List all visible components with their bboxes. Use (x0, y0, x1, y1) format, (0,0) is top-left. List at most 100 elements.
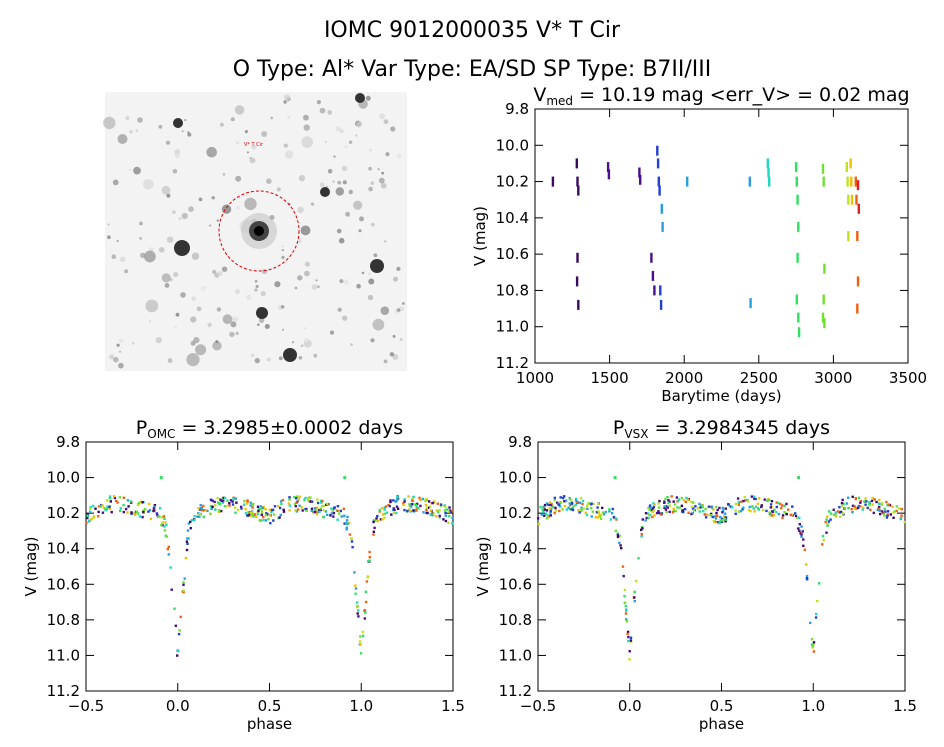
field-star (124, 269, 129, 274)
data-point (553, 496, 556, 500)
data-point (879, 512, 882, 516)
data-point (406, 509, 409, 513)
data-point (359, 652, 363, 655)
data-point (608, 510, 611, 513)
data-point (438, 516, 441, 519)
field-star (133, 166, 141, 175)
data-point (885, 500, 888, 504)
data-point (628, 658, 631, 661)
data-point (627, 639, 630, 643)
data-point (376, 514, 379, 518)
data-point (596, 506, 599, 509)
plot-frame (85, 441, 454, 692)
data-point (640, 535, 643, 538)
data-point (152, 509, 155, 513)
data-point (596, 516, 599, 519)
field-star (384, 240, 387, 243)
data-point (301, 509, 304, 512)
data-point (722, 509, 725, 512)
data-point (591, 510, 594, 513)
data-point (436, 502, 439, 505)
field-star (129, 130, 133, 134)
field-star (356, 121, 363, 128)
field-star (234, 288, 241, 295)
data-point (716, 514, 719, 518)
data-point (554, 509, 557, 512)
data-point (690, 505, 694, 508)
field-star (184, 118, 187, 122)
data-point (707, 505, 711, 508)
field-star (112, 179, 119, 186)
data-point (153, 505, 156, 508)
data-point (834, 511, 838, 514)
field-star (180, 292, 186, 298)
data-point (781, 516, 784, 520)
data-point (134, 513, 137, 516)
data-point (197, 507, 200, 510)
data-point (547, 516, 550, 519)
data-point (648, 508, 651, 511)
data-point (693, 509, 696, 512)
data-point (761, 508, 765, 512)
data-point (108, 505, 111, 509)
data-point (350, 540, 354, 543)
data-point (627, 635, 630, 639)
data-point (741, 508, 744, 511)
data-point (444, 514, 447, 517)
data-point (101, 504, 104, 507)
data-point (877, 507, 880, 510)
data-point (381, 513, 385, 516)
data-point (226, 499, 229, 502)
data-point (701, 505, 704, 509)
data-point (769, 503, 773, 506)
data-point (438, 514, 441, 518)
field-star (301, 136, 314, 148)
field-star (380, 306, 390, 316)
data-point (821, 312, 825, 323)
plot-frame (537, 441, 906, 692)
data-point (811, 646, 814, 649)
data-point (570, 500, 573, 503)
y-tick-label: 10.2 (496, 173, 529, 191)
data-point (218, 503, 221, 506)
data-point (295, 510, 298, 513)
data-point (638, 167, 641, 178)
data-point (568, 508, 572, 511)
data-point (659, 285, 662, 296)
data-point (651, 510, 654, 513)
field-star (207, 322, 212, 328)
data-point (719, 519, 722, 522)
data-point (557, 503, 561, 506)
data-point (295, 501, 298, 504)
data-point (749, 510, 752, 513)
data-point (657, 506, 661, 509)
data-point (663, 505, 666, 508)
data-point (644, 519, 647, 522)
data-point (272, 519, 275, 522)
data-point (698, 510, 701, 513)
data-point (633, 600, 636, 603)
data-point (710, 514, 713, 517)
data-point (766, 499, 769, 502)
field-star (327, 168, 333, 174)
data-point (331, 509, 334, 512)
data-point (189, 520, 192, 524)
data-point (277, 504, 280, 508)
data-point (785, 513, 788, 516)
data-point (558, 509, 561, 513)
data-point (315, 512, 319, 516)
field-star (215, 340, 219, 344)
data-point (295, 497, 298, 500)
data-point (539, 506, 542, 509)
data-point (663, 506, 666, 509)
data-point (343, 522, 346, 525)
data-point (403, 500, 406, 503)
data-point (826, 522, 830, 526)
y-tick-label: 10.6 (496, 245, 529, 263)
data-point (822, 176, 825, 187)
data-point (210, 498, 213, 502)
data-point (728, 504, 731, 508)
field-star (161, 273, 171, 283)
data-point (775, 511, 778, 514)
data-point (186, 542, 189, 545)
